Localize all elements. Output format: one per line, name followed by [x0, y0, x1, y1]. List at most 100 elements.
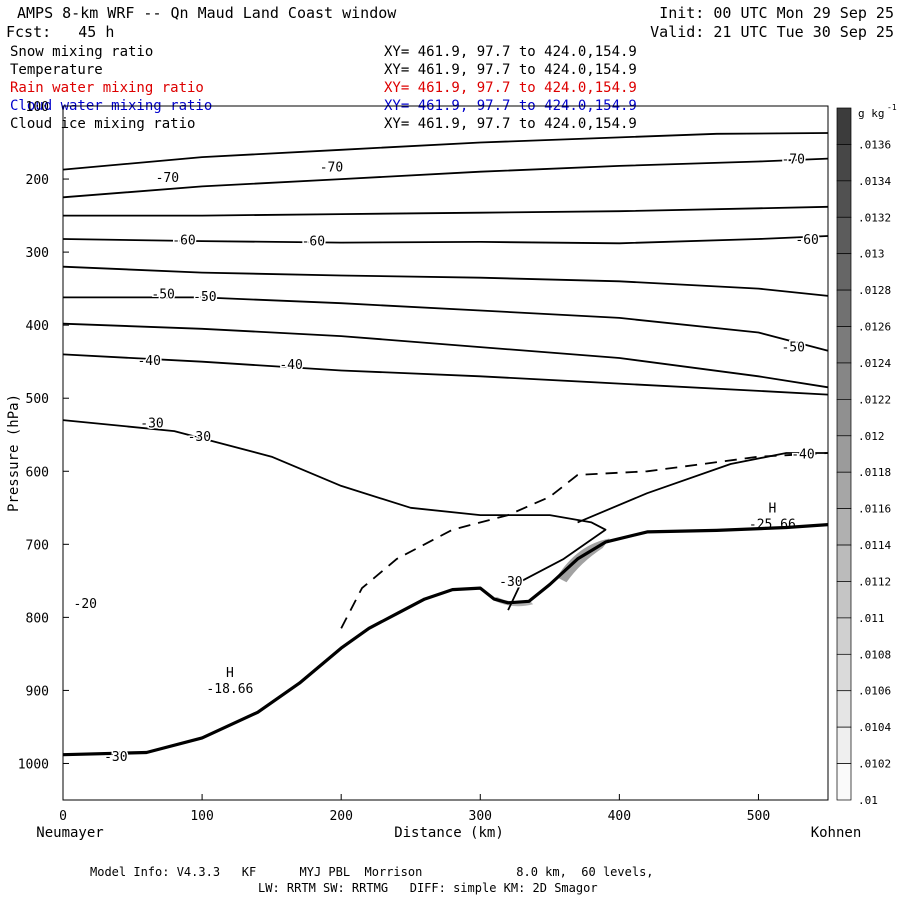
y-axis-label: Pressure (hPa) — [6, 394, 22, 512]
contour-label: -70 — [320, 161, 343, 176]
colorbar-box — [836, 289, 852, 327]
temperature-contour — [62, 353, 829, 396]
y-tick-label: 500 — [26, 392, 49, 407]
colorbar-box — [836, 435, 852, 473]
y-tick-label: 100 — [26, 100, 49, 115]
colorbar-tick-label: .0116 — [858, 503, 891, 516]
colorbar-box — [836, 216, 852, 255]
temperature-contour — [62, 419, 607, 611]
contour-label: -30 — [104, 750, 127, 765]
colorbar-box — [836, 544, 852, 582]
contour-label: -40 — [279, 358, 302, 373]
contour-label: -30 — [140, 416, 163, 431]
footer-model-info: Model Info: V4.3.3 KF MYJ PBL Morrison 8… — [90, 865, 654, 879]
colorbar-tick-label: .0132 — [858, 211, 891, 224]
colorbar-box — [836, 326, 852, 364]
colorbar-box — [836, 144, 852, 182]
contour-label: -40 — [137, 354, 160, 369]
x-tick-label: 400 — [608, 809, 631, 824]
x-end-label-right: Kohnen — [811, 825, 862, 841]
x-tick-label: 200 — [329, 809, 352, 824]
contour-label: -50 — [193, 290, 216, 305]
contour-label: -30 — [499, 575, 522, 590]
colorbar-box — [836, 107, 852, 145]
colorbar-tick-label: .0136 — [858, 138, 891, 151]
colorbar-tick-label: .0114 — [858, 539, 891, 552]
dashed-contour — [340, 452, 829, 629]
y-tick-label: 1000 — [18, 757, 49, 772]
field-xy-temperature: XY= 461.9, 97.7 to 424.0,154.9 — [384, 62, 637, 78]
forecast-hour: Fcst: 45 h — [6, 23, 115, 41]
terrain-line — [62, 523, 829, 757]
contour-label: -60 — [302, 234, 325, 249]
contour-label: -40 — [791, 448, 814, 463]
colorbar-box — [836, 690, 852, 728]
contour-label: -60 — [795, 233, 818, 248]
temperature-contour — [63, 205, 829, 217]
field-name-cloud-ice: Cloud ice mixing ratio — [10, 116, 196, 132]
temperature-contour — [63, 296, 829, 352]
y-tick-label: 600 — [26, 465, 49, 480]
temperature-contour — [62, 322, 829, 389]
field-name-rain: Rain water mixing ratio — [10, 80, 204, 96]
y-tick-label: 400 — [26, 319, 49, 334]
temperature-contour — [62, 235, 829, 245]
contour-label: -70 — [781, 153, 804, 168]
colorbar-box — [836, 471, 852, 509]
y-tick-label: 700 — [26, 538, 49, 553]
colorbar-box — [836, 362, 852, 400]
colorbar-tick-label: .012 — [858, 430, 885, 443]
y-tick-label: 300 — [26, 246, 49, 261]
temperature-contour — [62, 265, 829, 297]
footer-physics-info: LW: RRTM SW: RRTMG DIFF: simple KM: 2D S… — [258, 881, 598, 895]
contour-label: -70 — [156, 171, 179, 186]
field-xy-snow: XY= 461.9, 97.7 to 424.0,154.9 — [384, 44, 637, 60]
colorbar-tick-label: .01 — [858, 794, 878, 807]
contour-label: -60 — [172, 234, 195, 249]
extremum-marker: H — [226, 666, 234, 681]
valid-time: Valid: 21 UTC Tue 30 Sep 25 — [650, 23, 894, 41]
colorbar-tick-label: .0106 — [858, 685, 891, 698]
field-xy-cloud-ice: XY= 461.9, 97.7 to 424.0,154.9 — [384, 116, 637, 132]
colorbar-tick-label: .0108 — [858, 648, 891, 661]
x-tick-label: 100 — [190, 809, 213, 824]
colorbar-tick-label: .0112 — [858, 575, 891, 588]
colorbar-tick-label: .0126 — [858, 321, 891, 334]
colorbar-tick-label: .011 — [858, 612, 885, 625]
colorbar-box — [836, 399, 852, 437]
contour-label: -50 — [151, 288, 174, 303]
contour-label: -50 — [781, 340, 804, 355]
x-tick-label: 300 — [469, 809, 492, 824]
colorbar-box — [836, 617, 852, 655]
colorbar-box — [836, 180, 852, 218]
colorbar-tick-label: .0102 — [858, 758, 891, 771]
colorbar-tick-label: .0122 — [858, 393, 891, 406]
colorbar-box — [836, 253, 852, 291]
field-name-temperature: Temperature — [10, 62, 103, 78]
temperature-contour — [62, 157, 829, 199]
temperature-contour — [577, 452, 828, 524]
x-tick-label: 500 — [747, 809, 770, 824]
colorbar-box — [836, 726, 852, 764]
colorbar-tick-label: .0124 — [858, 357, 891, 370]
colorbar-tick-label: .0118 — [858, 466, 891, 479]
x-axis-label: Distance (km) — [394, 825, 504, 841]
colorbar-box — [836, 508, 852, 546]
colorbar-tick-label: .0128 — [858, 284, 891, 297]
x-end-label-left: Neumayer — [36, 825, 103, 841]
colorbar-tick-label: .013 — [858, 248, 885, 261]
extremum-value: -18.66 — [206, 682, 253, 697]
colorbar-tick-label: .0104 — [858, 721, 891, 734]
colorbar-unit-exponent: -1 — [887, 103, 897, 112]
temperature-contour — [62, 132, 829, 171]
y-tick-label: 900 — [26, 684, 49, 699]
init-time: Init: 00 UTC Mon 29 Sep 25 — [659, 4, 894, 22]
field-name-snow: Snow mixing ratio — [10, 44, 154, 60]
y-tick-label: 800 — [26, 611, 49, 626]
extremum-value: -25.66 — [749, 518, 796, 533]
colorbar-box — [836, 581, 852, 619]
colorbar-unit: g kg — [858, 107, 885, 120]
contour-label: -20 — [74, 597, 97, 612]
contour-label: -30 — [188, 430, 211, 445]
